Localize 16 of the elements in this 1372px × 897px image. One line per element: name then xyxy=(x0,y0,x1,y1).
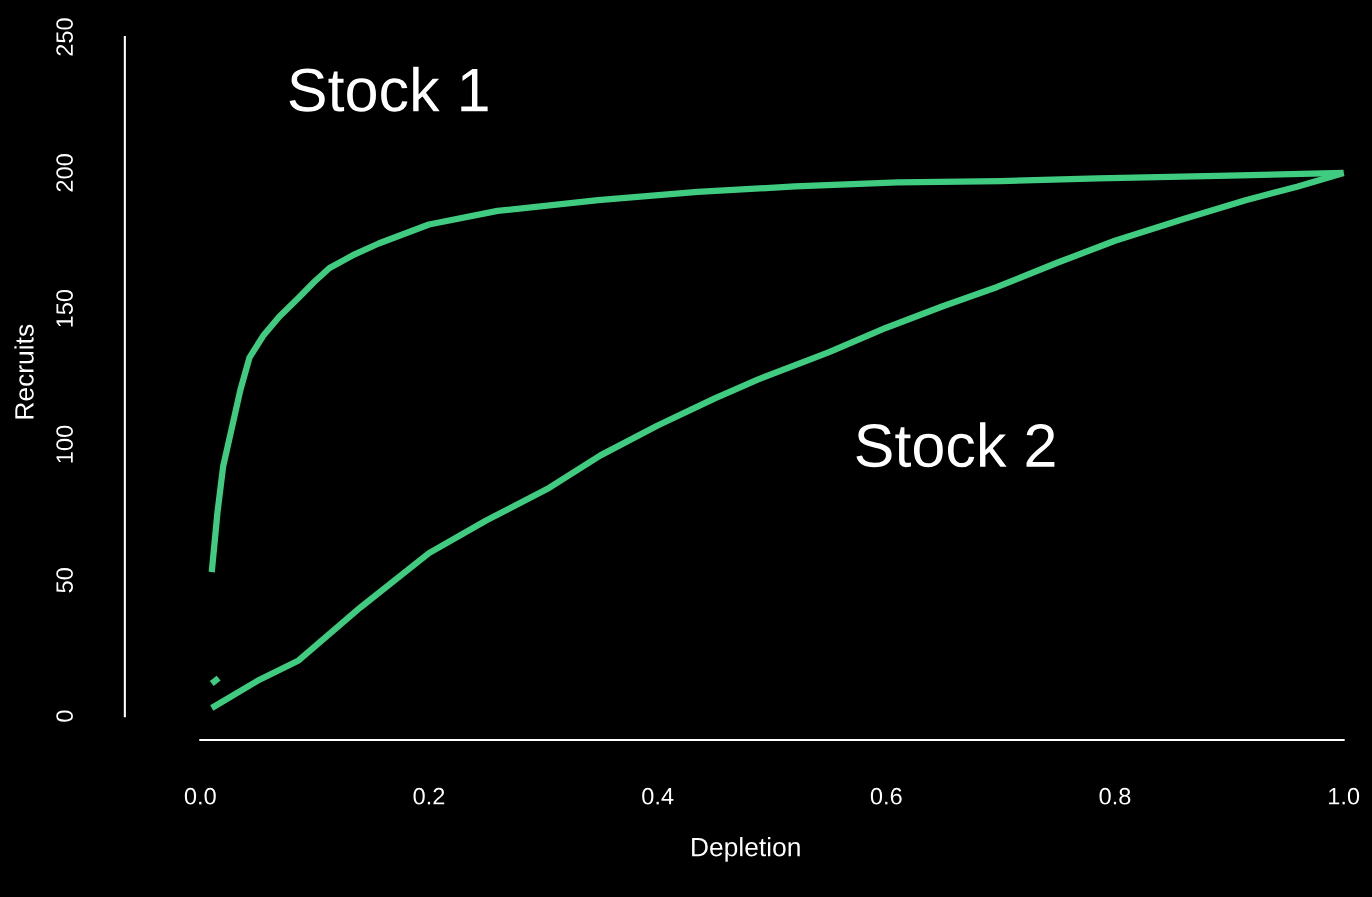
x-tick-label: 0.0 xyxy=(184,787,216,805)
x-tick-label: 0.8 xyxy=(1099,787,1131,805)
y-tick-label: 250 xyxy=(56,18,73,56)
y-tick-label: 200 xyxy=(56,154,73,192)
x-tick-label: 0.4 xyxy=(642,787,674,805)
y-tick-label: 100 xyxy=(56,425,73,463)
y-tick-label: 50 xyxy=(56,568,73,593)
y-axis-title: Recruits xyxy=(14,324,34,419)
series-label: Stock 1 xyxy=(289,66,488,112)
x-tick-label: 1.0 xyxy=(1329,787,1360,805)
y-tick-label: 150 xyxy=(56,289,73,327)
x-tick-label: 0.2 xyxy=(413,787,445,805)
x-axis-title: Depletion xyxy=(692,837,800,862)
x-tick-label: 0.6 xyxy=(870,787,902,805)
y-tick-label: 0 xyxy=(56,710,73,722)
series-label: Stock 2 xyxy=(856,422,1055,468)
